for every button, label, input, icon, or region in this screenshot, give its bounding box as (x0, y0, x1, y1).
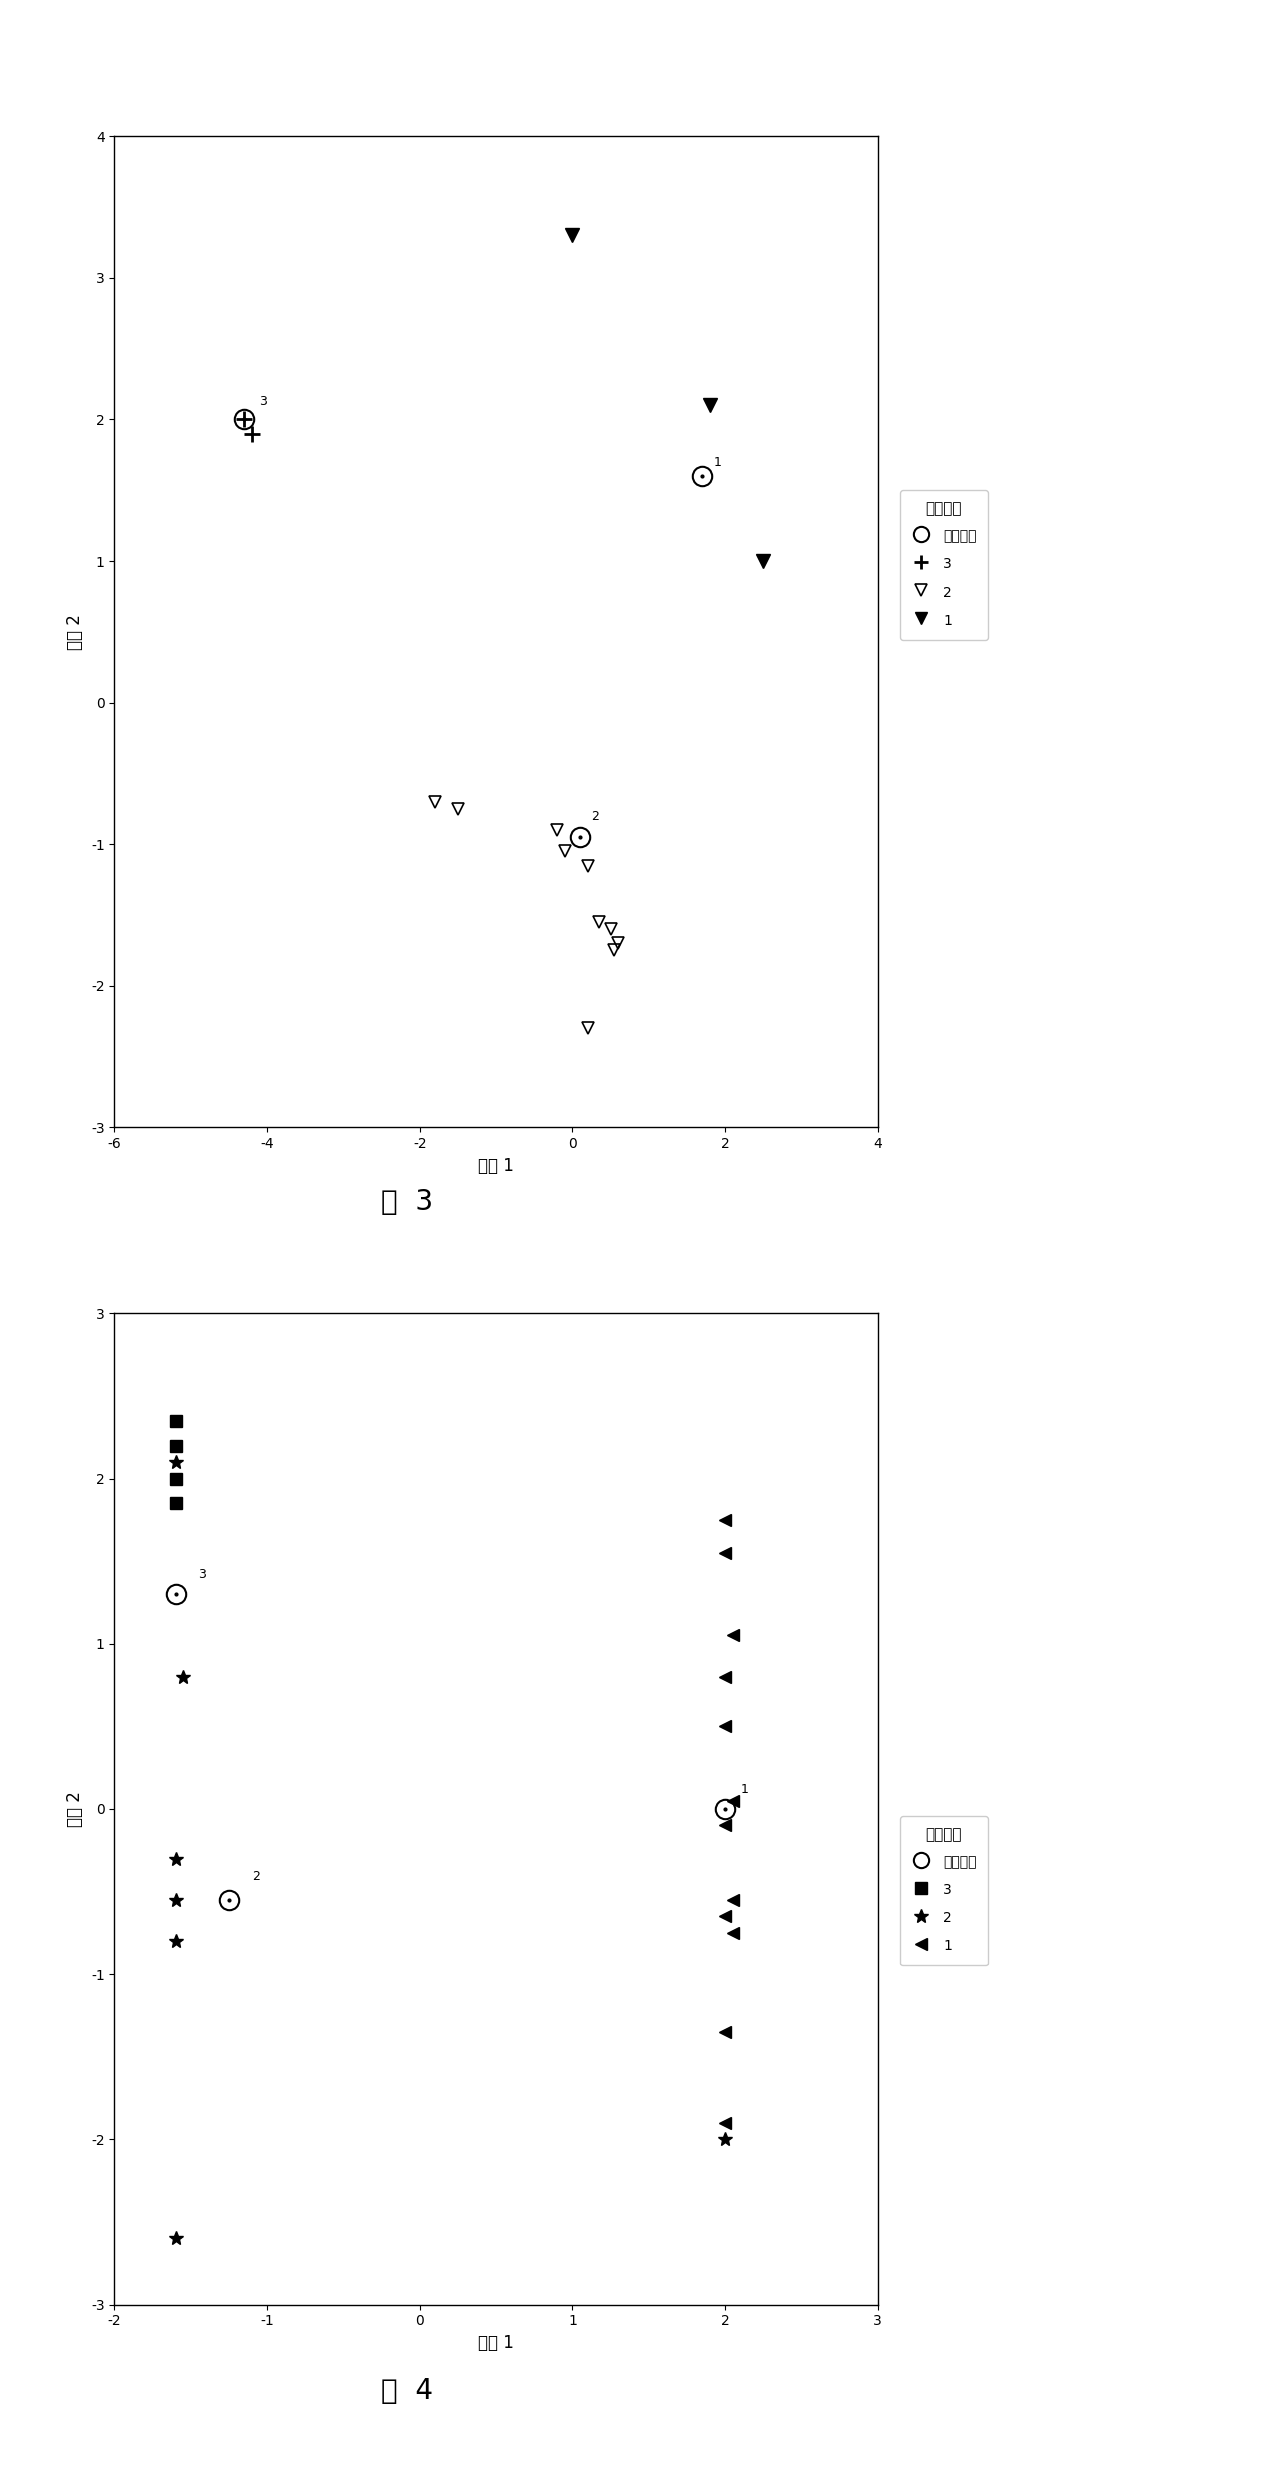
Y-axis label: 方程 2: 方程 2 (66, 615, 84, 649)
X-axis label: 方程 1: 方程 1 (478, 1157, 514, 1175)
Y-axis label: 方程 2: 方程 2 (66, 1792, 84, 1826)
Text: 2: 2 (252, 1871, 259, 1883)
Legend: 类别重心, 3, 2, 1: 类别重心, 3, 2, 1 (899, 1816, 987, 1965)
Legend: 类别重心, 3, 2, 1: 类别重心, 3, 2, 1 (899, 491, 987, 639)
Text: 1: 1 (714, 456, 721, 468)
Text: 1: 1 (740, 1782, 748, 1797)
Text: 3: 3 (259, 394, 267, 409)
Text: 图  4: 图 4 (382, 2376, 432, 2406)
Text: 3: 3 (198, 1569, 206, 1581)
Text: 2: 2 (591, 810, 599, 823)
Text: 图  3: 图 3 (382, 1187, 432, 1217)
X-axis label: 方程 1: 方程 1 (478, 2334, 514, 2352)
